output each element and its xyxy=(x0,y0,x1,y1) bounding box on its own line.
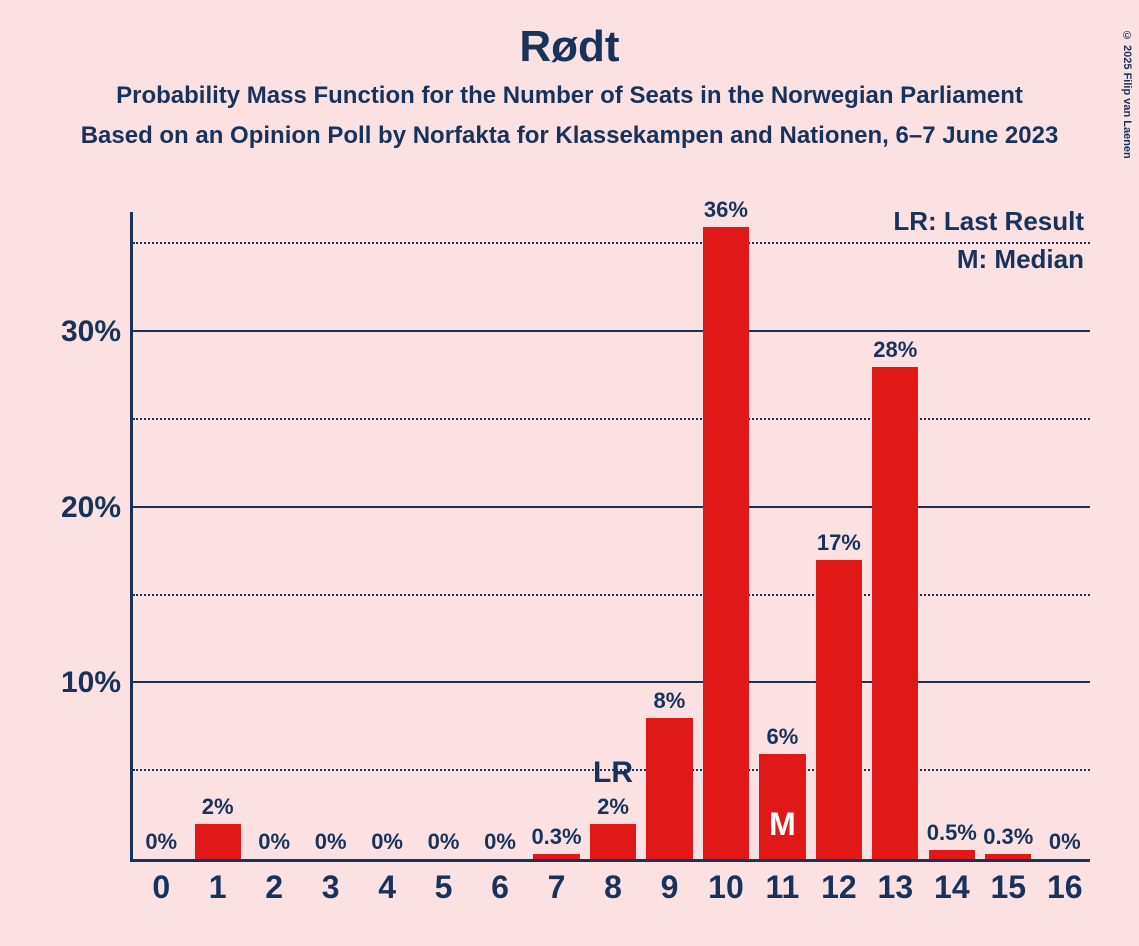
bar-value-label: 0% xyxy=(484,829,516,855)
x-axis-label: 7 xyxy=(548,869,566,906)
x-axis-label: 1 xyxy=(209,869,227,906)
bar: 0.3% xyxy=(533,854,579,859)
bar-value-label: 0% xyxy=(145,829,177,855)
x-axis-label: 3 xyxy=(322,869,340,906)
bar-value-label: 0% xyxy=(428,829,460,855)
gridline-minor xyxy=(133,594,1090,596)
bar-value-label: 0% xyxy=(371,829,403,855)
bar: 28% xyxy=(872,367,918,859)
bar-value-label: 2% xyxy=(597,794,629,820)
plot-area: LR: Last Result M: Median 10%20%30%0%02%… xyxy=(130,212,1090,862)
bar-value-label: 0% xyxy=(258,829,290,855)
y-axis-label: 20% xyxy=(61,491,121,525)
bar: 2% xyxy=(590,824,636,859)
copyright-text: © 2025 Filip van Laenen xyxy=(1121,30,1133,159)
bar-value-label: 8% xyxy=(654,688,686,714)
legend-m: M: Median xyxy=(957,244,1084,275)
bar: 2% xyxy=(195,824,241,859)
bar: 0.5% xyxy=(929,850,975,859)
bar: 36% xyxy=(703,227,749,859)
chart-subtitle-2: Based on an Opinion Poll by Norfakta for… xyxy=(0,122,1139,150)
y-axis-label: 30% xyxy=(61,315,121,349)
x-axis-label: 9 xyxy=(661,869,679,906)
chart-title: Rødt xyxy=(0,22,1139,72)
x-axis-label: 12 xyxy=(821,869,857,906)
gridline-minor xyxy=(133,418,1090,420)
lr-marker: LR xyxy=(593,756,633,790)
x-axis-label: 16 xyxy=(1047,869,1083,906)
x-axis-label: 10 xyxy=(708,869,744,906)
x-axis-label: 8 xyxy=(604,869,622,906)
bar: 0.3% xyxy=(985,854,1031,859)
legend-lr: LR: Last Result xyxy=(893,206,1084,237)
bar-value-label: 17% xyxy=(817,530,861,556)
gridline-minor xyxy=(133,242,1090,244)
x-axis-label: 11 xyxy=(765,869,799,906)
x-axis-label: 2 xyxy=(265,869,283,906)
bar-value-label: 36% xyxy=(704,197,748,223)
x-axis-label: 4 xyxy=(378,869,396,906)
median-marker: M xyxy=(769,806,796,843)
chart-container: LR: Last Result M: Median 10%20%30%0%02%… xyxy=(40,212,1110,912)
x-axis-label: 15 xyxy=(990,869,1026,906)
bar-value-label: 28% xyxy=(873,337,917,363)
gridline-major: 30% xyxy=(133,330,1090,332)
bar-value-label: 6% xyxy=(766,724,798,750)
y-axis-label: 10% xyxy=(61,666,121,700)
x-axis-label: 13 xyxy=(878,869,914,906)
bar-value-label: 0% xyxy=(1049,829,1081,855)
chart-subtitle-1: Probability Mass Function for the Number… xyxy=(0,82,1139,110)
x-axis-label: 5 xyxy=(435,869,453,906)
bar-value-label: 0.3% xyxy=(531,824,581,850)
bar-value-label: 0.5% xyxy=(927,820,977,846)
gridline-major: 10% xyxy=(133,681,1090,683)
gridline-major: 20% xyxy=(133,506,1090,508)
bar: 17% xyxy=(816,560,862,859)
bar: 8% xyxy=(646,718,692,859)
x-axis-label: 0 xyxy=(152,869,170,906)
bar-value-label: 0% xyxy=(315,829,347,855)
x-axis-label: 6 xyxy=(491,869,509,906)
x-axis-label: 14 xyxy=(934,869,970,906)
bar-value-label: 0.3% xyxy=(983,824,1033,850)
bar-value-label: 2% xyxy=(202,794,234,820)
